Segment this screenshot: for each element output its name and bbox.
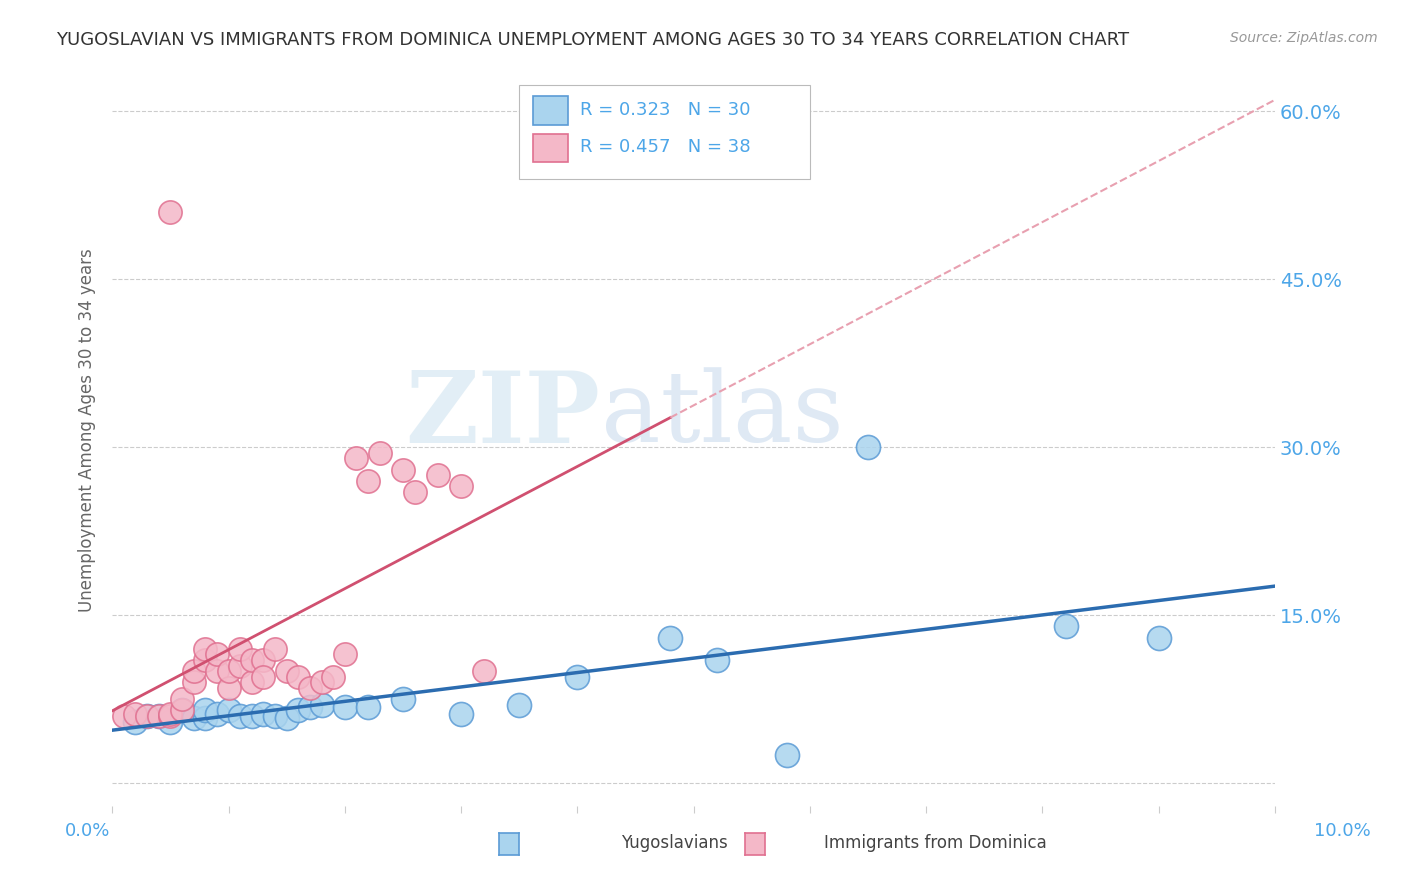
Text: 0.0%: 0.0% xyxy=(65,822,110,840)
Point xyxy=(159,706,181,721)
Point xyxy=(183,711,205,725)
Y-axis label: Unemployment Among Ages 30 to 34 years: Unemployment Among Ages 30 to 34 years xyxy=(79,249,96,612)
Point xyxy=(333,700,356,714)
Point xyxy=(287,703,309,717)
Point xyxy=(170,692,193,706)
Point xyxy=(426,468,449,483)
Point xyxy=(159,709,181,723)
Point xyxy=(357,474,380,488)
Point xyxy=(775,748,797,763)
Point xyxy=(298,700,321,714)
Text: Source: ZipAtlas.com: Source: ZipAtlas.com xyxy=(1230,31,1378,45)
Point xyxy=(194,653,217,667)
FancyBboxPatch shape xyxy=(519,85,810,179)
Point xyxy=(252,670,274,684)
Point xyxy=(194,641,217,656)
Point xyxy=(229,709,252,723)
Point xyxy=(276,664,298,678)
Point xyxy=(252,653,274,667)
FancyBboxPatch shape xyxy=(533,134,568,162)
Point xyxy=(450,706,472,721)
Point xyxy=(450,479,472,493)
Point xyxy=(136,709,159,723)
Point xyxy=(508,698,530,712)
Text: R = 0.323   N = 30: R = 0.323 N = 30 xyxy=(579,101,751,119)
Point xyxy=(357,700,380,714)
Point xyxy=(124,714,146,729)
Point xyxy=(183,664,205,678)
Text: Yugoslavians: Yugoslavians xyxy=(621,834,728,852)
Point xyxy=(159,714,181,729)
Point xyxy=(392,462,415,476)
Point xyxy=(333,648,356,662)
Point xyxy=(194,703,217,717)
Point xyxy=(205,706,228,721)
Point xyxy=(311,698,333,712)
Point xyxy=(136,709,159,723)
Point xyxy=(322,670,344,684)
Point xyxy=(404,485,426,500)
Point xyxy=(659,631,682,645)
Text: R = 0.457   N = 38: R = 0.457 N = 38 xyxy=(579,138,751,156)
Point xyxy=(311,675,333,690)
Point xyxy=(1147,631,1170,645)
Point xyxy=(218,664,240,678)
Point xyxy=(218,703,240,717)
Point xyxy=(298,681,321,695)
Point xyxy=(264,709,287,723)
Point xyxy=(287,670,309,684)
Point xyxy=(159,205,181,219)
Point xyxy=(706,653,728,667)
Point xyxy=(276,711,298,725)
Point xyxy=(240,675,263,690)
Text: Immigrants from Dominica: Immigrants from Dominica xyxy=(824,834,1046,852)
Point xyxy=(392,692,415,706)
Point xyxy=(368,446,391,460)
Point xyxy=(240,653,263,667)
Point xyxy=(229,658,252,673)
Point xyxy=(194,711,217,725)
Point xyxy=(856,440,879,454)
Point xyxy=(112,709,135,723)
Point xyxy=(124,706,146,721)
Point xyxy=(472,664,495,678)
Point xyxy=(264,641,287,656)
Point xyxy=(229,641,252,656)
Text: 10.0%: 10.0% xyxy=(1315,822,1371,840)
Point xyxy=(183,675,205,690)
Point xyxy=(148,709,170,723)
Text: ZIP: ZIP xyxy=(406,367,600,464)
Text: YUGOSLAVIAN VS IMMIGRANTS FROM DOMINICA UNEMPLOYMENT AMONG AGES 30 TO 34 YEARS C: YUGOSLAVIAN VS IMMIGRANTS FROM DOMINICA … xyxy=(56,31,1129,49)
Point xyxy=(205,648,228,662)
Point xyxy=(240,709,263,723)
Point xyxy=(170,703,193,717)
Point xyxy=(344,451,367,466)
Text: atlas: atlas xyxy=(600,368,844,463)
Point xyxy=(205,664,228,678)
Point xyxy=(1054,619,1077,633)
Point xyxy=(170,703,193,717)
Point xyxy=(148,709,170,723)
Point xyxy=(567,670,589,684)
Point xyxy=(218,681,240,695)
Point xyxy=(252,706,274,721)
FancyBboxPatch shape xyxy=(533,96,568,125)
